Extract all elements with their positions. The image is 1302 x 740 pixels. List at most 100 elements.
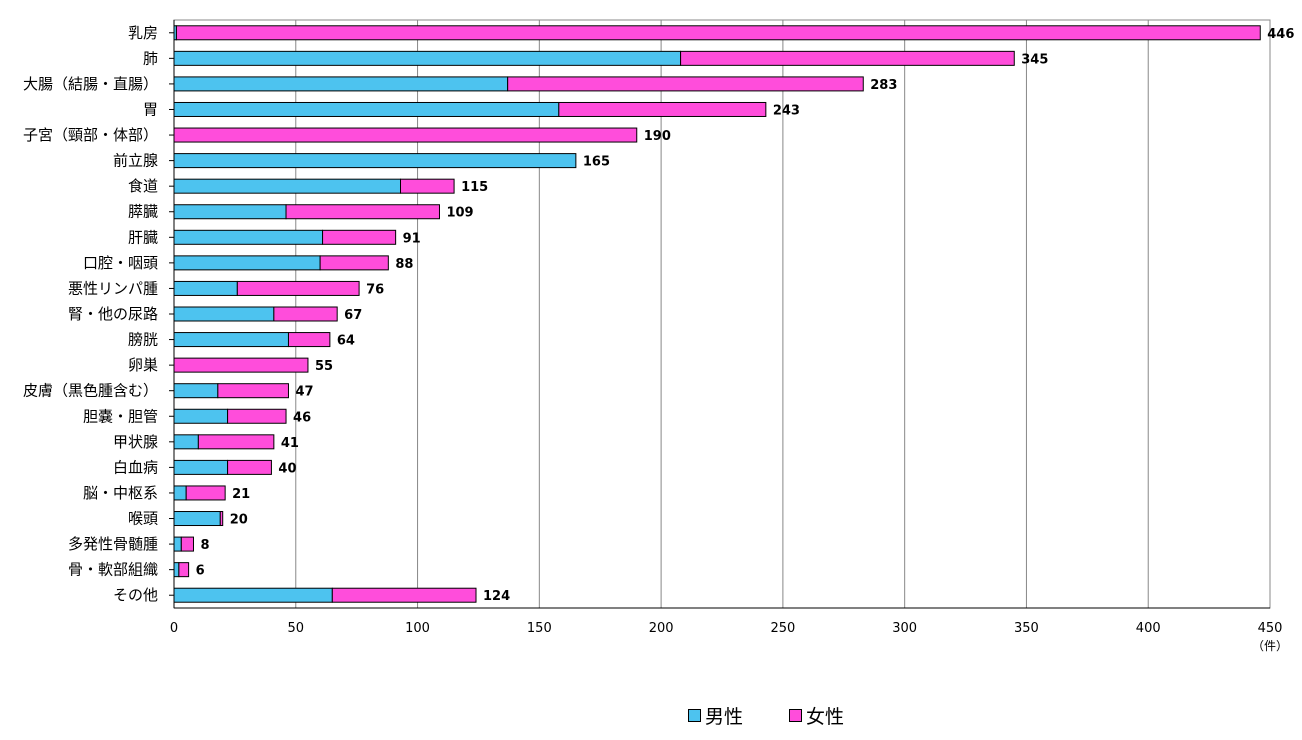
total-data-label: 67 [344,308,362,323]
bar-segment-female [217,383,289,399]
bar-segment-male [173,459,229,475]
category-label: その他 [113,586,158,604]
x-axis-unit: （件） [1252,639,1288,653]
bar-segment-male [173,408,229,424]
bar-segment-female [331,587,477,603]
category-label: 口腔・咽頭 [83,254,158,272]
category-label: 腎・他の尿路 [68,305,158,323]
bar-segment-female [227,408,287,424]
category-label: 甲状腺 [113,433,158,451]
x-tick-label: 350 [1014,621,1039,636]
category-label: 大腸（結腸・直腸） [23,75,158,93]
bar-segment-male [173,383,219,399]
category-label: 膀胱 [128,331,158,349]
total-data-label: 8 [200,538,209,553]
total-data-label: 88 [395,257,413,272]
bar-segment-female [273,306,338,322]
total-data-label: 345 [1021,52,1048,67]
bar-segment-female [322,229,397,245]
total-data-label: 40 [278,461,296,476]
total-data-label: 190 [644,129,671,144]
category-label: 肝臓 [128,228,158,246]
bar-segment-female [507,76,864,92]
x-tick-label: 400 [1136,621,1161,636]
bar-segment-female [180,536,194,552]
x-tick-label: 300 [892,621,917,636]
bar-segment-female [178,562,190,578]
total-data-label: 20 [230,513,248,528]
total-data-label: 91 [403,231,421,246]
bar-segment-male [173,280,238,296]
bar-segment-male [173,434,199,450]
category-label: 悪性リンパ腫 [68,279,158,297]
bar-segment-male [173,536,182,552]
category-label: 食道 [128,177,158,195]
labels: 0 50 100 150 200 250 300 350 400 450 乳房 446 肺 345 大腸（結… [23,24,1294,636]
bar-segment-female [400,178,455,194]
bar-segment-female [173,127,638,143]
category-label: 脳・中枢系 [83,484,158,502]
category-label: 子宮（頸部・体部） [23,126,158,144]
legend-swatch-female [789,708,802,722]
bar-segment-male [173,76,509,92]
category-label: 骨・軟部組織 [68,561,158,579]
bar-segment-female [319,255,389,271]
x-tick-label: 450 [1258,621,1283,636]
category-label: 胆嚢・胆管 [83,407,158,425]
total-data-label: 283 [870,78,897,93]
category-label: 喉頭 [128,510,158,528]
bar-segment-male [173,255,321,271]
category-label: 前立腺 [113,152,158,170]
gridlines [169,19,1271,609]
total-data-label: 6 [196,564,205,579]
total-data-label: 109 [446,206,473,221]
total-data-label: 76 [366,282,384,297]
total-data-label: 124 [483,589,510,604]
x-tick-label: 150 [527,621,552,636]
bar-segment-male [173,562,180,578]
total-data-label: 47 [295,385,313,400]
bar-segment-male [173,332,289,348]
x-tick-label: 100 [405,621,430,636]
total-data-label: 21 [232,487,250,502]
bar-segment-male [173,511,221,527]
category-label: 乳房 [128,24,158,42]
bar-segment-female [227,459,272,475]
legend: 男性 女性 [0,700,1302,730]
total-data-label: 41 [281,436,299,451]
bar-segment-male [173,485,187,501]
total-data-label: 165 [583,155,610,170]
bar-segment-female [175,25,1261,41]
total-data-label: 243 [773,103,800,118]
total-data-label: 446 [1267,27,1294,42]
bar-segment-female [185,485,226,501]
bar-segment-male [173,153,577,169]
bar-segment-male [173,306,275,322]
legend-label-male: 男性 [705,705,744,728]
legend-item-female: 女性 [789,700,844,730]
bars [173,25,1261,603]
bar-segment-male [173,204,287,220]
bar-segment-female [285,204,440,220]
category-label: 多発性骨髄腫 [68,535,158,553]
category-label: 白血病 [113,458,158,476]
total-data-label: 46 [293,410,311,425]
x-tick-label: 250 [770,621,795,636]
category-label: 皮膚（黒色腫含む） [23,382,158,400]
bar-segment-male [173,178,402,194]
total-data-label: 64 [337,334,355,349]
bar-segment-female [558,101,767,117]
category-label: 肺 [143,49,158,67]
total-data-label: 55 [315,359,333,374]
bar-segment-female [236,280,360,296]
bar-segment-male [173,101,560,117]
bar-segment-male [173,229,324,245]
total-data-label: 115 [461,180,488,195]
bar-segment-female [219,511,224,527]
bar-segment-male [173,587,333,603]
category-label: 胃 [143,100,158,118]
bar-segment-female [680,50,1015,66]
bar-segment-female [173,357,309,373]
bar-segment-female [287,332,331,348]
bar-segment-male [173,50,682,66]
